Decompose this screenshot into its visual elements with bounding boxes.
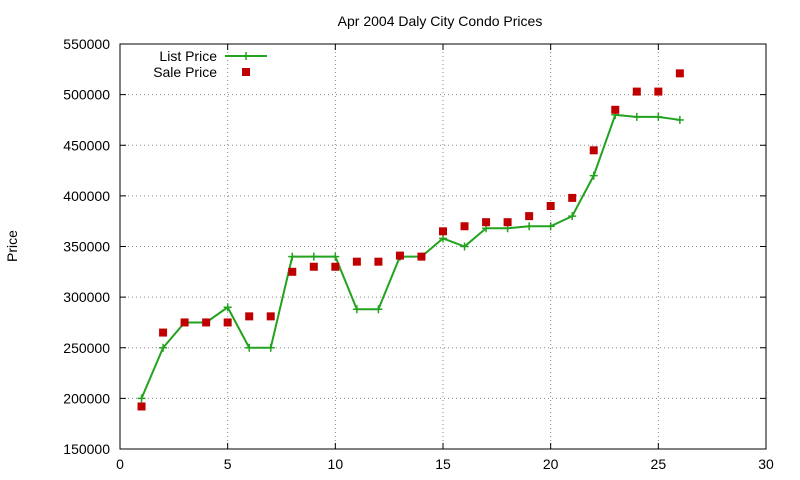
- sale-price-point: [202, 318, 211, 327]
- sale-price-point: [352, 257, 361, 266]
- sale-price-point: [632, 87, 641, 96]
- list-price-point: [352, 305, 361, 314]
- sale-price-point: [374, 257, 383, 266]
- series-0: [137, 110, 684, 403]
- series-1: [137, 69, 684, 411]
- sale-price-point: [266, 312, 275, 321]
- list-price-point: [525, 222, 534, 231]
- list-price-point: [460, 242, 469, 251]
- y-tick-label: 400000: [63, 188, 110, 204]
- list-price-point: [654, 112, 663, 121]
- sale-price-point: [331, 262, 340, 271]
- sale-price-point: [159, 328, 168, 337]
- list-price-point: [159, 343, 168, 352]
- list-price-point: [331, 252, 340, 261]
- list-price-point: [137, 394, 146, 403]
- list-price-point: [245, 343, 254, 352]
- x-tick-label: 30: [758, 456, 774, 472]
- sale-price-point: [288, 267, 297, 276]
- list-price-point: [546, 222, 555, 231]
- list-price-line: [140, 113, 681, 399]
- y-axis-label: Price: [4, 230, 20, 262]
- y-tick-label: 500000: [63, 87, 110, 103]
- list-price-point: [675, 115, 684, 124]
- list-price-point: [288, 252, 297, 261]
- list-price-point: [632, 112, 641, 121]
- sale-price-point: [223, 318, 232, 327]
- y-tick-label: 550000: [63, 36, 110, 52]
- sale-price-point: [395, 251, 404, 260]
- sale-price-point: [589, 146, 598, 155]
- list-price-point: [568, 212, 577, 221]
- y-tick-label: 350000: [63, 239, 110, 255]
- sale-price-point: [309, 262, 318, 271]
- sale-price-point: [439, 227, 447, 236]
- chart-title: Apr 2004 Daly City Condo Prices: [338, 13, 543, 29]
- list-price-point: [439, 234, 447, 243]
- list-price-point: [266, 343, 275, 352]
- x-tick-label: 25: [651, 456, 667, 472]
- sale-price-point: [611, 105, 620, 114]
- sale-price-point: [525, 212, 534, 221]
- legend-label: Sale Price: [153, 64, 217, 80]
- y-tick-label: 200000: [63, 390, 110, 406]
- x-tick-label: 20: [543, 456, 559, 472]
- legend-marker: [242, 52, 250, 60]
- sale-price-point: [568, 193, 577, 202]
- list-price-point: [374, 305, 383, 314]
- axis-ticks: 150000 200000 250000 300000 350000 400000 4500…: [63, 36, 774, 472]
- series: [137, 69, 684, 411]
- x-tick-label: 5: [224, 456, 232, 472]
- list-price-point: [309, 252, 318, 261]
- sale-price-point: [675, 69, 684, 78]
- legend-label: List Price: [159, 48, 217, 64]
- legend-marker: [242, 68, 250, 76]
- list-price-point: [223, 303, 232, 312]
- x-tick-label: 15: [435, 456, 451, 472]
- sale-price-point: [417, 252, 426, 261]
- sale-price-point: [460, 222, 469, 231]
- y-tick-label: 150000: [63, 441, 110, 457]
- sale-price-point: [654, 87, 663, 96]
- y-tick-label: 300000: [63, 289, 110, 305]
- x-tick-label: 10: [328, 456, 344, 472]
- grid: [120, 44, 766, 449]
- x-tick-label: 0: [116, 456, 124, 472]
- sale-price-point: [180, 318, 189, 327]
- sale-price-point: [245, 312, 254, 321]
- sale-price-point: [503, 218, 512, 227]
- sale-price-point: [137, 402, 146, 411]
- y-tick-label: 250000: [63, 340, 110, 356]
- list-price-point: [589, 171, 598, 180]
- y-tick-label: 450000: [63, 137, 110, 153]
- sale-price-point: [546, 202, 555, 210]
- sale-price-point: [482, 218, 491, 227]
